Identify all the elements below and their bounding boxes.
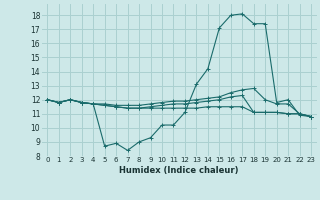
X-axis label: Humidex (Indice chaleur): Humidex (Indice chaleur) — [119, 166, 239, 175]
